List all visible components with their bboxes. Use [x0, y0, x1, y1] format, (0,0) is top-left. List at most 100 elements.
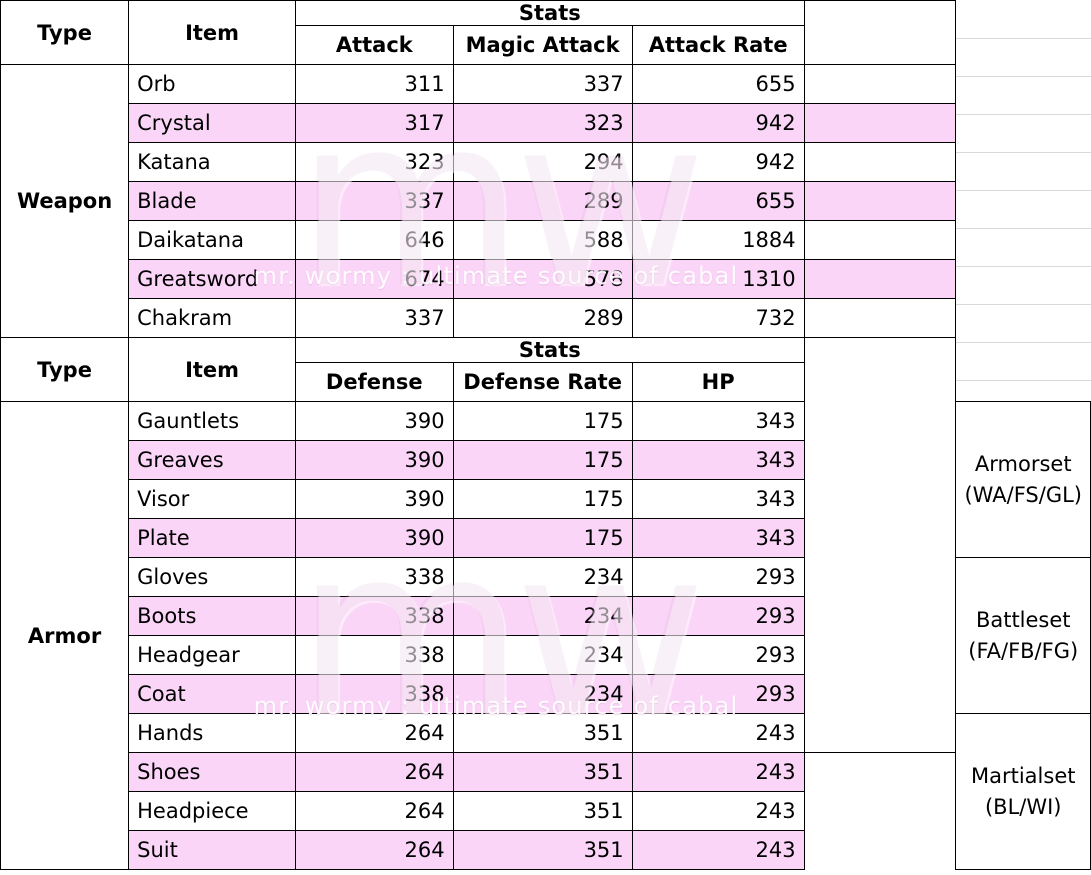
table-row: Headgear 338 234 293: [1, 635, 1091, 675]
stat-value-cell: 338: [295, 635, 454, 675]
stat-value-cell: 337: [295, 181, 454, 221]
table-row: Coat 338 234 293: [1, 674, 1091, 714]
table-row: Weapon Orb 311 337 655: [0, 64, 1091, 338]
table-row: Chakram 337 289 732: [1, 298, 1091, 338]
table-row: Attack Magic Attack Attack Rate: [1, 25, 1091, 65]
table-row: Type Item Stats: [0, 337, 1091, 753]
column-header-stats: Stats: [295, 0, 805, 26]
item-name-cell: Plate: [128, 518, 297, 558]
blank-filler-cell: [803, 0, 957, 65]
column-header-stats: Stats: [295, 337, 805, 363]
stat-value-cell: 234: [452, 596, 633, 636]
item-name-cell: Greaves: [128, 440, 297, 480]
table-row: Gloves 338 234 293 Battleset (FA/FB/FG): [1, 557, 1091, 714]
stat-value-cell: 264: [295, 713, 454, 753]
stat-value-cell: 338: [295, 557, 454, 597]
row-group-type-armor: Armor: [0, 401, 130, 870]
stat-value-cell: 175: [452, 479, 633, 519]
item-name-cell: Boots: [128, 596, 297, 636]
grid-line: [864, 266, 1091, 267]
item-name-cell: Chakram: [128, 298, 297, 338]
table-row: Shoes 264 351 243: [1, 752, 1091, 792]
column-header-type: Type: [0, 337, 130, 402]
stat-value-cell: 1310: [631, 259, 805, 299]
stat-value-cell: 317: [295, 103, 454, 143]
grid-line: [864, 76, 1091, 77]
item-name-cell: Suit: [128, 830, 297, 870]
stat-value-cell: 243: [631, 752, 805, 792]
item-name-cell: Orb: [128, 64, 297, 104]
item-name-cell: Katana: [128, 142, 297, 182]
column-subheader-defense-rate: Defense Rate: [452, 362, 633, 402]
armor-set-name: Battleset: [975, 608, 1071, 633]
stat-value-cell: 175: [452, 440, 633, 480]
column-subheader-magic-attack: Magic Attack: [452, 25, 633, 65]
blank-filler-cell: [803, 220, 957, 260]
stat-value-cell: 588: [452, 220, 633, 260]
grid-line: [864, 38, 1091, 39]
stat-value-cell: 351: [452, 830, 633, 870]
table-row: Plate 390 175 343: [1, 518, 1091, 558]
column-subheader-defense: Defense: [295, 362, 454, 402]
stat-value-cell: 293: [631, 557, 805, 597]
armor-set-classes: (FA/FB/FG): [968, 638, 1079, 663]
table-row: Type Item Stats: [0, 0, 1091, 65]
table-row: Visor 390 175 343: [1, 479, 1091, 519]
stat-value-cell: 351: [452, 791, 633, 831]
row-group-type-weapon: Weapon: [0, 64, 130, 338]
stat-value-cell: 289: [452, 181, 633, 221]
stat-value-cell: 343: [631, 440, 805, 480]
stat-value-cell: 655: [631, 181, 805, 221]
table-row: Blade 337 289 655: [1, 181, 1091, 221]
table-row: Armor Gauntlets 390 175 343 Armorset (WA/FS/GL…: [0, 401, 1091, 870]
stat-value-cell: 732: [631, 298, 805, 338]
table-row: Defense Defense Rate HP: [1, 362, 1091, 402]
column-header-type: Type: [0, 0, 130, 65]
blank-filler-cell: [803, 64, 957, 104]
table-row: Boots 338 234 293: [1, 596, 1091, 636]
stat-value-cell: 646: [295, 220, 454, 260]
table-row: Crystal 317 323 942: [1, 103, 1091, 143]
grid-line: [864, 304, 1091, 305]
armor-set-classes: (BL/WI): [984, 794, 1062, 819]
table-row: Suit 264 351 243: [1, 830, 1091, 870]
stat-value-cell: 942: [631, 103, 805, 143]
column-header-item: Item: [128, 337, 297, 402]
stat-value-cell: 294: [452, 142, 633, 182]
stat-value-cell: 351: [452, 713, 633, 753]
column-subheader-attack-rate: Attack Rate: [631, 25, 805, 65]
item-name-cell: Crystal: [128, 103, 297, 143]
stat-value-cell: 655: [631, 64, 805, 104]
stat-value-cell: 264: [295, 830, 454, 870]
stat-value-cell: 338: [295, 596, 454, 636]
stat-value-cell: 323: [452, 103, 633, 143]
item-name-cell: Coat: [128, 674, 297, 714]
item-name-cell: Shoes: [128, 752, 297, 792]
item-name-cell: Gauntlets: [128, 401, 297, 441]
table-row: Katana 323 294 942: [1, 142, 1091, 182]
stat-value-cell: 264: [295, 752, 454, 792]
stat-value-cell: 175: [452, 518, 633, 558]
item-name-cell: Greatsword: [128, 259, 297, 299]
blank-filler-cell: [803, 181, 957, 221]
armor-set-label-armorset: Armorset (WA/FS/GL): [955, 401, 1091, 558]
blank-filler-cell: [803, 259, 957, 299]
armor-set-classes: (WA/FS/GL): [964, 482, 1082, 507]
stat-value-cell: 942: [631, 142, 805, 182]
stat-value-cell: 243: [631, 791, 805, 831]
blank-filler-cell: [803, 337, 957, 753]
stat-value-cell: 390: [295, 479, 454, 519]
stat-value-cell: 175: [452, 401, 633, 441]
stat-value-cell: 293: [631, 674, 805, 714]
table-row: Greaves 390 175 343: [1, 440, 1091, 480]
stat-value-cell: 390: [295, 440, 454, 480]
blank-filler-cell: [803, 298, 957, 338]
stat-value-cell: 234: [452, 674, 633, 714]
stat-value-cell: 243: [631, 713, 805, 753]
table-row: Daikatana 646 588 1884: [1, 220, 1091, 260]
item-name-cell: Visor: [128, 479, 297, 519]
grid-line: [864, 190, 1091, 191]
table-row: Hands 264 351 243 Martialset (BL/WI): [1, 713, 1091, 870]
